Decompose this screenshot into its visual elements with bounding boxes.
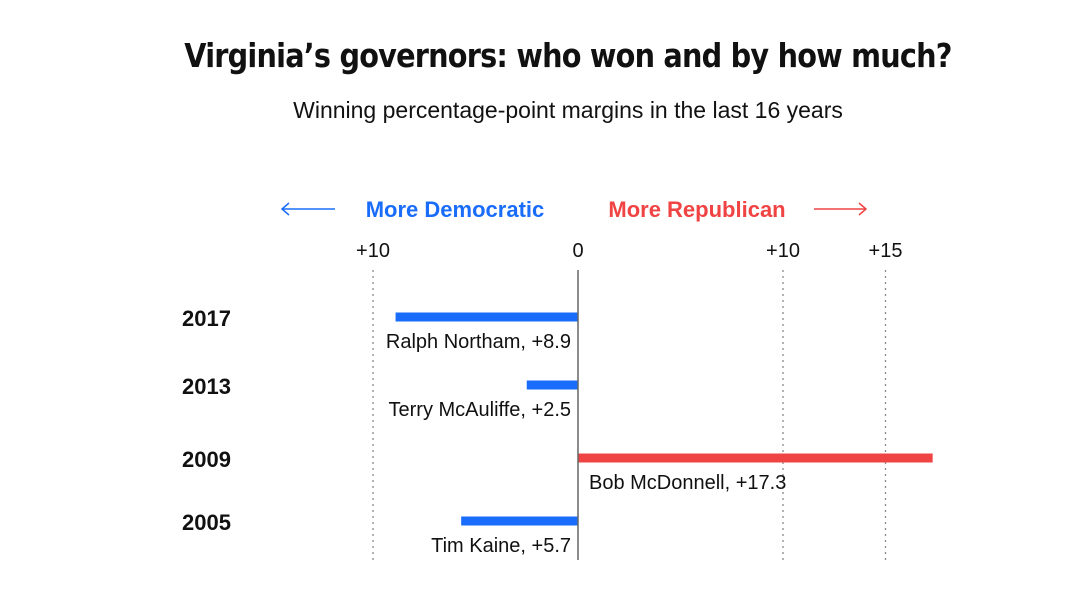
bar-label-2009: Bob McDonnell, +17.3: [589, 472, 786, 494]
chart-title: Virginia’s governors: who won and by how…: [184, 36, 952, 75]
x-tick-label: +15: [869, 240, 903, 262]
bar-label-2013: Terry McAuliffe, +2.5: [389, 399, 571, 421]
x-tick-label: 0: [572, 240, 583, 262]
bar-2009: [578, 453, 933, 463]
x-tick-label: +10: [766, 240, 800, 262]
democratic-direction-label: More Democratic: [366, 197, 545, 222]
bar-label-2017: Ralph Northam, +8.9: [386, 331, 571, 353]
bar-label-2005: Tim Kaine, +5.7: [431, 535, 571, 557]
chart-subtitle: Winning percentage-point margins in the …: [293, 97, 843, 123]
bar-2017: [395, 312, 578, 322]
republican-direction-label: More Republican: [608, 197, 785, 222]
republican-arrow-head: [858, 202, 868, 216]
year-label-2009: 2009: [182, 447, 231, 472]
x-tick-label: +10: [356, 240, 390, 262]
democratic-arrow-head: [280, 202, 290, 216]
year-label-2005: 2005: [182, 510, 231, 535]
bar-2013: [526, 380, 578, 390]
year-label-2013: 2013: [182, 374, 231, 399]
year-label-2017: 2017: [182, 306, 231, 331]
bar-2005: [461, 516, 578, 526]
